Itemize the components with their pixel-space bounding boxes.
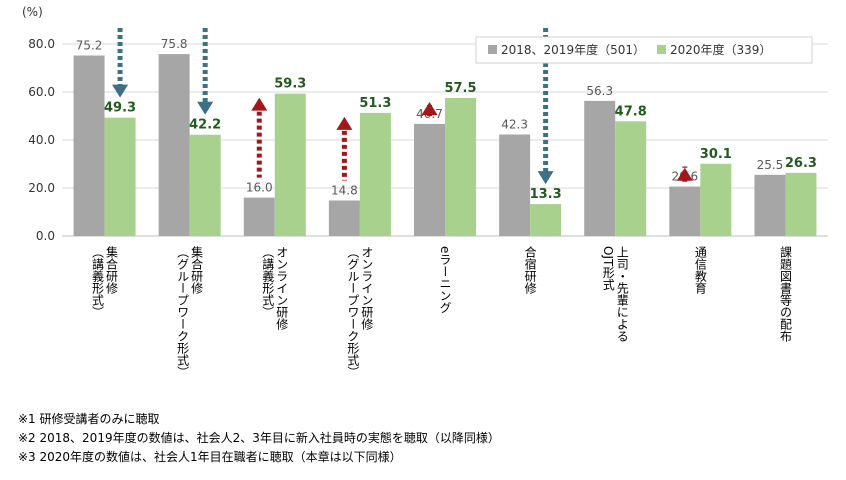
bar-series-1 [584, 100, 616, 236]
y-axis: (%) 0.0 20.0 40.0 60.0 80.0 [22, 5, 55, 243]
bar-series-1 [754, 174, 786, 236]
legend-label-series-2: 2020年度（339） [670, 42, 771, 57]
category-label: 上司・先輩による [615, 246, 629, 342]
bar-series-1 [414, 123, 445, 236]
category-label: 合宿研修 [523, 245, 537, 294]
bar-series-2 [785, 172, 817, 236]
category-label: （講義形式） [261, 246, 275, 318]
legend-label-series-1: 2018、2019年度（501） [501, 42, 645, 57]
category-label: 集合研修 [190, 245, 204, 294]
bar-chart: (%) 0.0 20.0 40.0 60.0 80.0 75.2 49.3 75.8 42.2… [22, 5, 828, 378]
legend-swatch-series-1 [488, 45, 497, 54]
data-label-series-1: 75.8 [161, 37, 188, 51]
data-label-series-2: 59.3 [274, 77, 306, 92]
bar-series-2 [189, 134, 221, 236]
footnote-1: ※1 研修受講者のみに聴取 [18, 412, 160, 426]
bars [73, 54, 817, 237]
data-label-series-1: 16.0 [246, 181, 273, 195]
bar-series-1 [158, 54, 190, 236]
data-label-series-1: 14.8 [331, 183, 358, 197]
category-label: 集合研修 [105, 245, 119, 294]
bar-series-1 [328, 200, 360, 236]
bar-series-2 [700, 163, 732, 236]
data-label-series-2: 30.1 [700, 147, 732, 162]
data-label-series-2: 49.3 [104, 101, 136, 116]
category-label: オンライン研修 [360, 246, 374, 330]
bar-series-2 [104, 117, 136, 236]
data-label-series-1: 56.3 [586, 84, 613, 98]
arrow-up-head [336, 116, 353, 130]
arrow-up-head [251, 97, 268, 111]
bar-series-2 [615, 121, 647, 236]
y-tick-label: 20.0 [28, 181, 55, 195]
y-tick-label: 80.0 [28, 37, 55, 51]
footnote-3: ※3 2020年度の数値は、社会人1年目在職者に聴取（本章は以下同様） [18, 450, 402, 464]
category-label: （グループワーク形式） [346, 246, 360, 378]
data-label-series-1: 75.2 [76, 39, 103, 53]
footnote-2: ※2 2018、2019年度の数値は、社会人2、3年目に新入社員時の実態を聴取（… [18, 431, 500, 445]
data-label-series-1: 25.5 [757, 158, 784, 172]
legend: 2018、2019年度（501） 2020年度（339） [475, 36, 813, 64]
data-label-series-2: 13.3 [530, 187, 562, 202]
data-label-series-2: 47.8 [615, 104, 647, 119]
y-axis-label: (%) [22, 5, 43, 19]
arrow-down-head [197, 101, 214, 115]
bar-series-1 [73, 55, 105, 236]
legend-box [475, 36, 813, 64]
legend-swatch-series-2 [657, 45, 666, 54]
category-label: オンライン研修 [275, 246, 289, 330]
arrow-down-head [537, 171, 554, 185]
bar-series-2 [274, 93, 306, 237]
footnotes: ※1 研修受講者のみに聴取 ※2 2018、2019年度の数値は、社会人2、3年… [18, 410, 500, 467]
category-label: 通信教育 [693, 246, 707, 295]
bar-series-1 [499, 134, 531, 236]
category-label: OJT形式 [601, 246, 615, 290]
category-label: eラーニング [438, 246, 452, 313]
y-tick-label: 40.0 [28, 133, 55, 147]
y-tick-label: 60.0 [28, 85, 55, 99]
data-label-series-2: 26.3 [785, 156, 817, 171]
category-label: 課題図書等の配布 [778, 245, 792, 343]
data-label-series-2: 57.5 [444, 81, 476, 96]
category-label: （グループワーク形式） [176, 246, 190, 378]
bar-series-2 [445, 98, 476, 236]
category-labels: 集合研修（講義形式） 集合研修（グループワーク形式） オンライン研修（講義形式） オン… [91, 245, 793, 378]
bar-series-1 [243, 197, 275, 236]
y-tick-label: 0.0 [36, 229, 55, 243]
bar-series-1 [669, 186, 701, 236]
data-label-series-1: 42.3 [501, 117, 528, 131]
data-label-series-2: 42.2 [189, 118, 221, 133]
bar-series-2 [359, 112, 391, 236]
arrow-down-head [112, 84, 129, 98]
category-label: （講義形式） [91, 246, 105, 318]
data-label-series-2: 51.3 [359, 96, 391, 111]
bar-series-2 [530, 204, 562, 236]
